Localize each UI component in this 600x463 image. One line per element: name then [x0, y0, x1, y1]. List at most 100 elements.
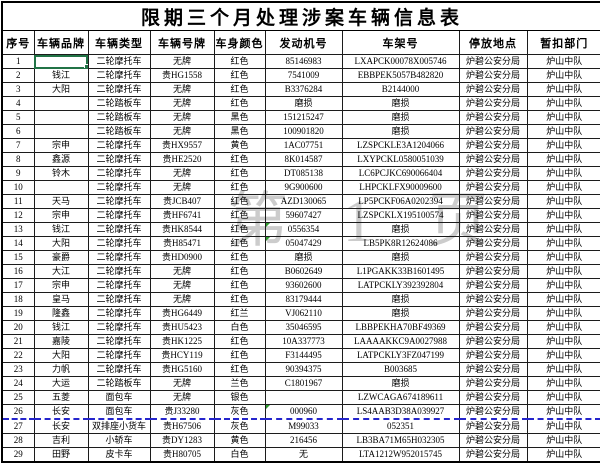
cell-department[interactable]: 炉山中队: [526, 166, 600, 181]
cell-brand[interactable]: 嘉陵: [33, 334, 89, 349]
cell-department[interactable]: 炉山中队: [526, 110, 600, 125]
cell-location[interactable]: 炉碧公安分局: [458, 166, 528, 181]
cell-index[interactable]: 3: [1, 82, 35, 97]
cell-location[interactable]: 炉碧公安分局: [458, 68, 528, 83]
cell-index[interactable]: 19: [1, 306, 35, 321]
cell-engine[interactable]: 000960: [264, 404, 343, 420]
cell-type[interactable]: 二轮摩托车: [87, 278, 151, 293]
cell-frame[interactable]: L1PGAKK33B1601495: [341, 264, 460, 279]
cell-type[interactable]: 二轮摩托车: [87, 138, 151, 153]
col-header-location[interactable]: 停放地点: [458, 30, 528, 55]
cell-engine[interactable]: 磨损: [264, 96, 343, 111]
cell-index[interactable]: 9: [1, 166, 35, 181]
cell-location[interactable]: 炉碧公安分局: [458, 110, 528, 125]
cell-type[interactable]: 二轮摩托车: [87, 166, 151, 181]
cell-location[interactable]: 炉碧公安分局: [458, 404, 528, 420]
cell-department[interactable]: 炉山中队: [526, 376, 600, 391]
cell-engine[interactable]: B3376284: [264, 82, 343, 97]
cell-color[interactable]: 灰色: [213, 418, 266, 434]
cell-engine[interactable]: 59607427: [264, 208, 343, 223]
cell-color[interactable]: 红色: [213, 194, 266, 209]
cell-department[interactable]: 炉山中队: [526, 138, 600, 153]
cell-index[interactable]: 18: [1, 292, 35, 307]
cell-department[interactable]: 炉山中队: [526, 404, 600, 420]
cell-brand[interactable]: 宗申: [33, 278, 89, 293]
cell-index[interactable]: 15: [1, 250, 35, 265]
cell-frame[interactable]: LS4AAB3D38A039927: [341, 404, 460, 420]
cell-brand[interactable]: 皇马: [33, 292, 89, 307]
cell-location[interactable]: 炉碧公安分局: [458, 54, 528, 69]
cell-color[interactable]: 红色: [213, 348, 266, 363]
cell-plate[interactable]: 贵H67506: [149, 418, 215, 434]
cell-color[interactable]: 红色: [213, 334, 266, 349]
cell-plate[interactable]: 贵JCB407: [149, 194, 215, 209]
cell-color[interactable]: 红色: [213, 250, 266, 265]
cell-department[interactable]: 炉山中队: [526, 433, 600, 448]
cell-index[interactable]: 11: [1, 194, 35, 209]
cell-department[interactable]: 炉山中队: [526, 306, 600, 321]
cell-department[interactable]: 炉山中队: [526, 96, 600, 111]
cell-index[interactable]: 7: [1, 138, 35, 153]
cell-index[interactable]: 2: [1, 68, 35, 83]
cell-brand[interactable]: 宗申: [33, 208, 89, 223]
cell-location[interactable]: 炉碧公安分局: [458, 96, 528, 111]
cell-type[interactable]: 二轮摩托车: [87, 54, 151, 69]
cell-plate[interactable]: 贵HCY119: [149, 348, 215, 363]
cell-brand[interactable]: 大阳: [33, 236, 89, 251]
cell-plate[interactable]: 贵HX9557: [149, 138, 215, 153]
cell-engine[interactable]: B0602649: [264, 264, 343, 279]
cell-plate[interactable]: 无牌: [149, 390, 215, 405]
cell-plate[interactable]: 贵DY1283: [149, 433, 215, 448]
cell-engine[interactable]: 9G900600: [264, 180, 343, 195]
cell-type[interactable]: 二轮摩托车: [87, 236, 151, 251]
col-header-index[interactable]: 序号: [1, 30, 35, 55]
cell-department[interactable]: 炉山中队: [526, 152, 600, 167]
cell-type[interactable]: 二轮摩托车: [87, 68, 151, 83]
cell-brand[interactable]: 隆鑫: [33, 306, 89, 321]
cell-department[interactable]: 炉山中队: [526, 124, 600, 139]
cell-brand[interactable]: 吉利: [33, 433, 89, 448]
cell-frame[interactable]: 052351: [341, 418, 460, 434]
cell-department[interactable]: 炉山中队: [526, 292, 600, 307]
cell-index[interactable]: 4: [1, 96, 35, 111]
cell-type[interactable]: 二轮踏板车: [87, 96, 151, 111]
cell-frame[interactable]: LXAPCK00078X005746: [341, 54, 460, 69]
cell-department[interactable]: 炉山中队: [526, 82, 600, 97]
cell-color[interactable]: 红色: [213, 362, 266, 377]
active-cell[interactable]: [33, 54, 89, 69]
cell-plate[interactable]: 无牌: [149, 54, 215, 69]
cell-index[interactable]: 10: [1, 180, 35, 195]
cell-brand[interactable]: 力帆: [33, 362, 89, 377]
cell-color[interactable]: 红色: [213, 82, 266, 97]
cell-brand[interactable]: 豪爵: [33, 250, 89, 265]
cell-type[interactable]: 二轮摩托车: [87, 334, 151, 349]
cell-index[interactable]: 16: [1, 264, 35, 279]
cell-color[interactable]: 黄色: [213, 433, 266, 448]
cell-frame[interactable]: 磨损: [341, 124, 460, 139]
cell-brand[interactable]: 大阳: [33, 348, 89, 363]
cell-color[interactable]: 红色: [213, 264, 266, 279]
cell-color[interactable]: 红色: [213, 292, 266, 307]
cell-location[interactable]: 炉碧公安分局: [458, 320, 528, 335]
cell-plate[interactable]: 贵HG1558: [149, 68, 215, 83]
col-header-plate[interactable]: 车辆号牌: [149, 30, 215, 55]
cell-frame[interactable]: LHPCKLFX90009600: [341, 180, 460, 195]
cell-type[interactable]: 二轮摩托车: [87, 180, 151, 195]
cell-type[interactable]: 二轮摩托车: [87, 82, 151, 97]
cell-department[interactable]: 炉山中队: [526, 334, 600, 349]
cell-color[interactable]: 红色: [213, 180, 266, 195]
cell-index[interactable]: 27: [1, 418, 35, 434]
cell-color[interactable]: 白色: [213, 320, 266, 335]
cell-frame[interactable]: LTA1212W952015745: [341, 447, 460, 463]
cell-frame[interactable]: LATPCKLY3FZ047199: [341, 348, 460, 363]
cell-location[interactable]: 炉碧公安分局: [458, 362, 528, 377]
cell-frame[interactable]: 磨损: [341, 306, 460, 321]
cell-type[interactable]: 二轮摩托车: [87, 320, 151, 335]
cell-index[interactable]: 20: [1, 320, 35, 335]
cell-index[interactable]: 26: [1, 404, 35, 420]
cell-type[interactable]: 二轮摩托车: [87, 264, 151, 279]
cell-frame[interactable]: LB3BA71M65H032305: [341, 433, 460, 448]
cell-index[interactable]: 28: [1, 433, 35, 448]
cell-plate[interactable]: 贵HK8544: [149, 222, 215, 237]
cell-type[interactable]: 二轮踏板车: [87, 110, 151, 125]
